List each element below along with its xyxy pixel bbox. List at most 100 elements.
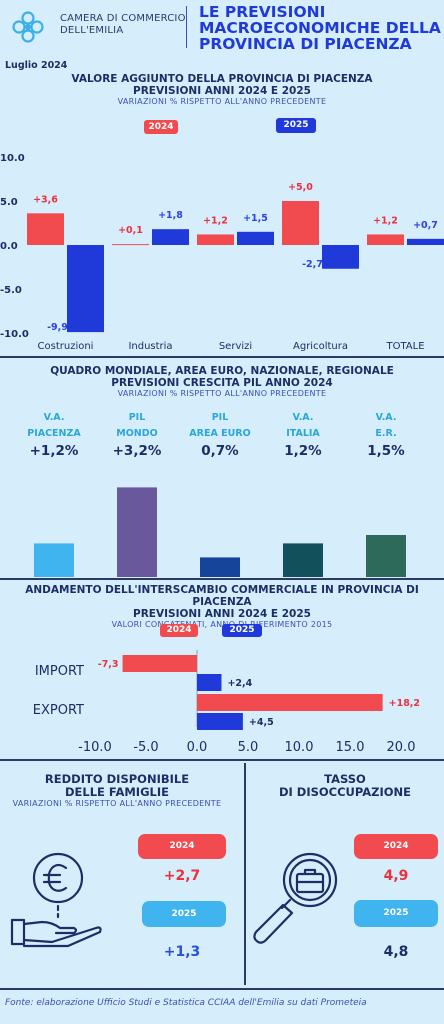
- data-label: +1,2: [373, 215, 398, 226]
- magnifier-briefcase-icon: [250, 838, 340, 950]
- report-date: Luglio 2024: [5, 60, 68, 71]
- income-title-line2: DELLE FAMIGLIE: [65, 785, 169, 799]
- category-label: Servizi: [219, 341, 252, 352]
- income-subtitle: VARIAZIONI % RISPETTO ALL'ANNO PRECEDENT…: [12, 799, 222, 808]
- income-2025-badge: 2025: [142, 901, 226, 927]
- gdp-bar-mondo: [117, 487, 157, 577]
- section3-title-line2: PREVISIONI ANNI 2024 E 2025: [133, 608, 311, 620]
- org-name: CAMERA DI COMMERCIO DELL'EMILIA: [60, 13, 186, 37]
- category-label: Industria: [128, 341, 172, 352]
- x-tick-label: 0.0: [187, 740, 208, 755]
- gdp-chart-svg: V.A. PIACENZA +1,2% PIL MONDO +3,2% PIL AREA EU…: [27, 412, 406, 577]
- logo: [10, 9, 46, 45]
- unemployment-2025-badge: 2025: [354, 900, 438, 927]
- gdp-label-line1: PIL: [212, 412, 229, 423]
- section1-title-line2: PREVISIONI ANNI 2024 E 2025: [133, 85, 311, 97]
- page-title: LE PREVISIONI MACROECONOMICHE DELLA PROV…: [199, 4, 441, 52]
- section1-header: VALORE AGGIUNTO DELLA PROVINCIA DI PIACE…: [0, 73, 444, 106]
- bar-2024-industria: [112, 244, 149, 246]
- gdp-value-label: 1,5%: [367, 443, 405, 459]
- page-title-line3: PROVINCIA DI PIACENZA: [199, 35, 412, 53]
- x-tick-label: 5.0: [238, 740, 259, 755]
- gdp-bar-area-euro: [200, 557, 240, 577]
- gdp-bar-e-r-: [366, 535, 406, 577]
- gdp-label-line2: ITALIA: [286, 428, 320, 439]
- y-tick-label: 5.0: [0, 197, 18, 208]
- x-tick-label: 10.0: [285, 740, 314, 755]
- bar-2025-servizi: [237, 231, 274, 245]
- y-tick-label: 10.0: [0, 153, 25, 164]
- data-label: +1,5: [243, 213, 268, 224]
- income-header: REDDITO DISPONIBILE DELLE FAMIGLIE VARIA…: [0, 772, 234, 809]
- gdp-value-label: 1,2%: [284, 443, 322, 459]
- vertical-divider: [244, 763, 246, 985]
- y-tick-label: 0.0: [0, 241, 18, 252]
- income-2025-value: +1,3: [163, 944, 201, 960]
- trade-bar-2025-import: [197, 674, 222, 691]
- unemployment-2025-value: 4,8: [383, 944, 409, 960]
- bar-2025-totale: [407, 238, 444, 245]
- data-label: -9,9: [47, 322, 68, 333]
- trade-chart: IMPORT -7,3 +2,4 EXPORT +18,2 +4,5 -10.0 -5.0 0.…: [0, 645, 444, 755]
- section-divider-2: [0, 578, 444, 580]
- gdp-label-line1: V.A.: [293, 412, 314, 423]
- unemployment-title-line1: TASSO: [324, 772, 366, 786]
- trade-category-label: IMPORT: [35, 664, 84, 679]
- data-label: +0,7: [413, 220, 438, 231]
- section1-subtitle: VARIAZIONI % RISPETTO ALL'ANNO PRECEDENT…: [117, 97, 327, 106]
- gdp-bar-piacenza: [34, 543, 74, 577]
- trade-category-label: EXPORT: [33, 703, 84, 718]
- bar-2024-servizi: [197, 234, 234, 245]
- legend-2025: 2025: [276, 118, 316, 133]
- bar-2024-totale: [367, 234, 404, 245]
- category-label: Costruzioni: [38, 341, 94, 352]
- trade-bar-2024-import: [122, 655, 197, 672]
- trade-legend-2024: 2024: [160, 624, 198, 637]
- data-label: +5,0: [288, 182, 313, 193]
- trade-data-label: +2,4: [227, 678, 252, 689]
- y-tick-label: -5.0: [0, 285, 22, 296]
- source-note: Fonte: elaborazione Ufficio Studi e Stat…: [5, 998, 367, 1008]
- section-divider-1: [0, 356, 444, 358]
- page-title-line1: LE PREVISIONI: [199, 3, 326, 21]
- gdp-label-line1: PIL: [129, 412, 146, 423]
- gdp-chart: V.A. PIACENZA +1,2% PIL MONDO +3,2% PIL AREA EU…: [0, 405, 444, 580]
- va-chart-svg: 10.0 5.0 0.0 -5.0 -10.0 +3,6 -9,9 Costruzioni +0…: [0, 153, 444, 352]
- section3-subtitle: VALORI CONCATENATI, ANNO DI RIFERIMENTO …: [111, 620, 333, 629]
- x-tick-label: 20.0: [387, 740, 416, 755]
- trade-bar-2025-export: [197, 713, 243, 730]
- gdp-label-line2: PIACENZA: [27, 428, 81, 439]
- gdp-value-label: +3,2%: [113, 443, 162, 459]
- gdp-label-line1: V.A.: [44, 412, 65, 423]
- footer-divider: [0, 988, 444, 990]
- category-label: Agricoltura: [293, 341, 348, 352]
- trade-bar-2024-export: [197, 694, 383, 711]
- x-tick-label: -5.0: [133, 740, 158, 755]
- gdp-bar-italia: [283, 543, 323, 577]
- va-chart: 10.0 5.0 0.0 -5.0 -10.0 +3,6 -9,9 Costruzioni +0…: [0, 148, 444, 358]
- trade-legend-2025: 2025: [222, 624, 262, 637]
- income-2024-badge: 2024: [138, 834, 226, 859]
- section3-header: ANDAMENTO DELL'INTERSCAMBIO COMMERCIALE …: [0, 584, 444, 629]
- gdp-label-line2: E.R.: [375, 428, 396, 439]
- gdp-label-line2: MONDO: [116, 428, 157, 439]
- gdp-label-line1: V.A.: [376, 412, 397, 423]
- income-title-line1: REDDITO DISPONIBILE: [44, 772, 190, 786]
- section2-subtitle: VARIAZIONI % RISPETTO ALL'ANNO PRECEDENT…: [117, 389, 327, 398]
- data-label: +3,6: [33, 194, 58, 205]
- income-2024-value: +2,7: [163, 868, 201, 884]
- trade-data-label: +4,5: [249, 717, 274, 728]
- data-label: +1,2: [203, 215, 228, 226]
- euro-hand-icon: [8, 842, 108, 952]
- unemployment-2024-badge: 2024: [354, 834, 438, 859]
- section1-title-line1: VALORE AGGIUNTO DELLA PROVINCIA DI PIACE…: [71, 73, 373, 85]
- category-label: TOTALE: [385, 341, 424, 352]
- bar-2024-costruzioni: [27, 213, 64, 245]
- gdp-value-label: 0,7%: [201, 443, 239, 459]
- unemployment-header: TASSO DI DISOCCUPAZIONE: [252, 773, 438, 799]
- section2-title-line1: QUADRO MONDIALE, AREA EURO, NAZIONALE, R…: [50, 365, 394, 377]
- x-tick-label: -10.0: [78, 740, 112, 755]
- org-name-line1: CAMERA DI COMMERCIO: [60, 13, 186, 24]
- gdp-label-line2: AREA EURO: [189, 428, 250, 439]
- section2-title-line2: PREVISIONI CRESCITA PIL ANNO 2024: [111, 377, 333, 389]
